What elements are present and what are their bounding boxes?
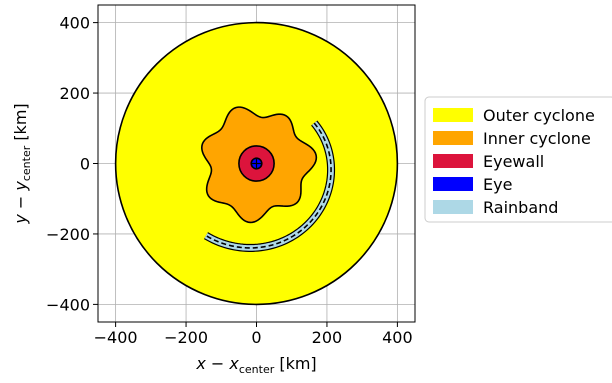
legend-swatch	[433, 200, 473, 214]
legend-label: Eye	[483, 175, 512, 194]
y-tick-label: −200	[46, 225, 90, 244]
x-tick-label: 400	[382, 328, 413, 347]
y-tick-label: −400	[46, 295, 90, 314]
rainband-dashed-line	[205, 122, 332, 249]
x-tick-label: 0	[251, 328, 261, 347]
legend-swatch	[433, 154, 473, 168]
y-tick-label: 400	[59, 14, 90, 33]
y-tick-label: 0	[80, 155, 90, 174]
y-axis-label: y − ycenter [km]	[11, 103, 33, 224]
legend-swatch	[433, 177, 473, 191]
y-tick-label: 200	[59, 84, 90, 103]
legend-label: Inner cyclone	[483, 129, 591, 148]
x-tick-label: −400	[94, 328, 138, 347]
legend-swatch	[433, 108, 473, 122]
legend-label: Outer cyclone	[483, 106, 595, 125]
legend-label: Eyewall	[483, 152, 544, 171]
legend-swatch	[433, 131, 473, 145]
x-axis-label: x − xcenter [km]	[195, 354, 316, 376]
x-tick-label: −200	[164, 328, 208, 347]
legend-label: Rainband	[483, 198, 558, 217]
x-tick-label: 200	[312, 328, 343, 347]
